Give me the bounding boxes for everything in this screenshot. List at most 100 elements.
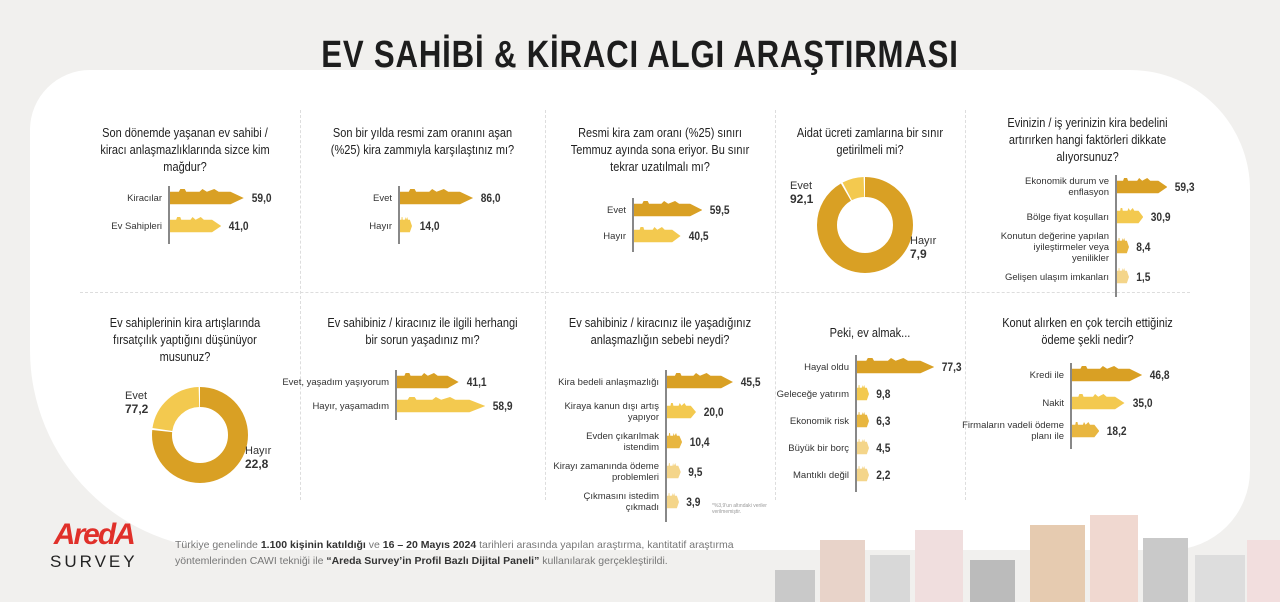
bar-row: Hayır 14,0 <box>369 217 441 235</box>
bar <box>667 403 696 419</box>
bar-row: Geleceğe yatırım 9,8 <box>777 385 892 403</box>
bar-value: 4,5 <box>876 441 891 455</box>
bar-row: Gelişen ulaşım imkanları 1,5 <box>1005 268 1152 286</box>
bar-row: Nakit 35,0 <box>1042 394 1154 412</box>
divider <box>80 292 1190 293</box>
divider <box>775 110 776 500</box>
footer-methodology: Türkiye genelinde 1.100 kişinin katıldığ… <box>175 539 734 567</box>
bar-value: 59,3 <box>1175 180 1195 194</box>
bar-value: 35,0 <box>1132 396 1153 410</box>
bar-value: 30,9 <box>1151 210 1171 224</box>
donut-chart <box>817 177 913 273</box>
bar <box>170 189 244 205</box>
bar-label: Büyük bir borç <box>788 442 849 454</box>
bar <box>634 227 681 243</box>
bar-value: 18,2 <box>1107 424 1127 438</box>
bar <box>857 385 869 401</box>
bar-row: Ev Sahipleri 41,0 <box>111 217 251 235</box>
bar-label: Kiracılar <box>127 192 162 204</box>
donut-label: Hayır 22,8 <box>245 445 272 471</box>
bar-label: Evden çıkarılmak istendim <box>586 431 659 453</box>
bar-value: 9,5 <box>688 465 703 479</box>
bar-value: 6,3 <box>876 414 891 428</box>
bar-value: 20,0 <box>703 405 724 419</box>
bar-label: Nakit <box>1042 397 1064 409</box>
bar <box>1072 394 1125 410</box>
bar <box>400 217 412 233</box>
bar <box>1117 268 1129 284</box>
bar <box>857 466 869 482</box>
divider <box>545 110 546 500</box>
bar <box>634 201 703 217</box>
bar-row: Konutun değerine yapılan iyileştirmeler … <box>1001 231 1152 264</box>
bar-label: Evet, yaşadım yaşıyorum <box>282 376 389 388</box>
bar <box>400 189 474 205</box>
bar-row: Evden çıkarılmak istendim 10,4 <box>586 431 711 453</box>
bar <box>1072 366 1143 382</box>
bar-label: Mantıklı değil <box>793 469 849 481</box>
bar-row: Çıkmasını istedim çıkmadı 3,9 <box>584 491 702 513</box>
bar-label: Evet <box>372 192 392 204</box>
bar-value: 14,0 <box>419 219 440 233</box>
chart-axis <box>1070 363 1072 449</box>
chart-axis <box>665 370 667 522</box>
chart-question: Son bir yılda resmi zam oranını aşan (%2… <box>330 126 515 157</box>
bar-value: 8,4 <box>1136 240 1151 254</box>
chart-axis <box>855 355 857 492</box>
donut-label: Evet 77,2 <box>125 390 149 416</box>
bar-value: 77,3 <box>942 360 962 374</box>
bar-row: Hayal oldu 77,3 <box>804 358 964 376</box>
bar-label: Hayal oldu <box>804 361 849 373</box>
bar-row: Kiracılar 59,0 <box>127 189 273 207</box>
bar-label: Kiraya kanun dışı artış yapıyor <box>564 401 659 423</box>
chart-axis <box>1115 175 1117 297</box>
bar <box>1072 422 1100 438</box>
bar-row: Hayır, yaşamadım 58,9 <box>312 397 515 415</box>
bar-row: Kredi ile 46,8 <box>1030 366 1172 384</box>
donut-chart <box>152 387 248 483</box>
bar-label: Firmaların vadeli ödeme planı ile <box>962 420 1064 442</box>
page-title: EV SAHİBİ & KİRACI ALGI ARAŞTIRMASI <box>321 34 959 76</box>
bar-label: Ev Sahipleri <box>111 220 162 232</box>
bar-label: Ekonomik risk <box>789 415 849 427</box>
bar-value: 2,2 <box>876 468 891 482</box>
bar-value: 58,9 <box>493 399 513 413</box>
donut-label: Hayır 7,9 <box>910 235 937 261</box>
bar <box>1117 178 1168 194</box>
bar-value: 9,8 <box>876 387 891 401</box>
chart-axis <box>168 186 170 244</box>
bar-value: 59,0 <box>251 191 272 205</box>
bar-row: Evet, yaşadım yaşıyorum 41,1 <box>282 373 488 391</box>
bar-row: Kirayı zamanında ödeme problemleri 9,5 <box>553 461 703 483</box>
chart-axis <box>398 186 400 244</box>
bar-label: Kredi ile <box>1029 369 1064 381</box>
bar <box>397 373 459 389</box>
bar-row: Evet 59,5 <box>607 201 732 219</box>
bar <box>667 433 683 449</box>
bar-value: 10,4 <box>689 435 710 449</box>
bar-value: 46,8 <box>1149 368 1170 382</box>
bar <box>1117 208 1144 224</box>
bar-value: 3,9 <box>686 495 701 509</box>
areda-survey-logo: AredA SURVEY <box>50 518 138 571</box>
bar <box>397 397 486 413</box>
chart-axis <box>395 370 397 420</box>
bar-label: Konutun değerine yapılan iyileştirmeler … <box>1000 230 1109 264</box>
footnote: *%3,9'un altındaki veriler verilmemiştir… <box>712 503 767 515</box>
bar-label: Gelişen ulaşım imkanları <box>1004 271 1109 283</box>
bar-label: Hayır <box>603 230 626 242</box>
chart-question: Son dönemde yaşanan ev sahibi / kiracı a… <box>100 126 270 174</box>
bar-row: Ekonomik durum ve enflasyon 59,3 <box>1025 176 1197 198</box>
bar-row: Hayır 40,5 <box>603 227 710 245</box>
bar-label: Kira bedeli anlaşmazlığı <box>558 376 659 388</box>
bar-label: Bölge fiyat koşulları <box>1026 211 1109 223</box>
bar <box>857 439 869 455</box>
bar-label: Çıkmasını istedim çıkmadı <box>583 491 660 513</box>
divider <box>300 110 301 500</box>
bar <box>667 463 681 479</box>
bar <box>667 373 733 389</box>
bar-label: Kirayı zamanında ödeme problemleri <box>553 461 659 483</box>
bar-value: 45,5 <box>740 375 761 389</box>
bar-row: Büyük bir borç 4,5 <box>788 439 892 457</box>
background-shape <box>30 70 1250 550</box>
